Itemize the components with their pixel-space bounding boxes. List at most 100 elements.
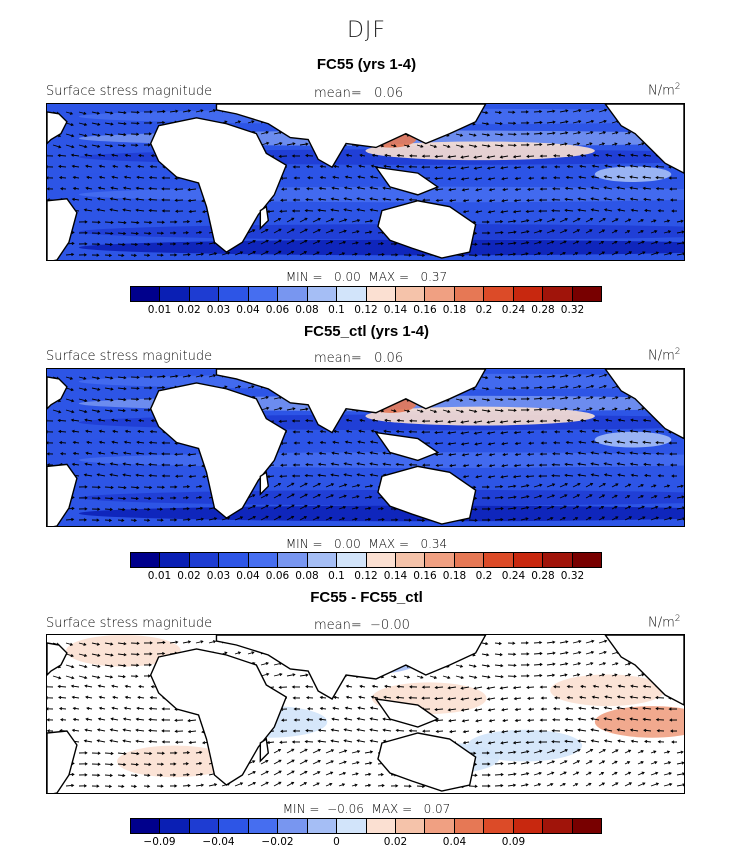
colorbar-tick-label: 0.24 bbox=[501, 570, 526, 582]
colorbar-swatch bbox=[219, 819, 249, 833]
colorbar-swatch bbox=[337, 819, 367, 833]
colorbar-swatch bbox=[425, 287, 455, 301]
panel-3-colorbar bbox=[130, 818, 602, 834]
colorbar-swatch bbox=[513, 819, 544, 833]
colorbar-swatch bbox=[160, 819, 190, 833]
colorbar-tick-label: 0.04 bbox=[442, 836, 467, 848]
colorbar-swatch bbox=[543, 553, 573, 567]
panel-1-minmax: MIN = 0.00 MAX = 0.37 bbox=[285, 270, 448, 284]
colorbar-swatch bbox=[454, 287, 485, 301]
panel-3-colorbar-ticks: −0.09 −0.04 −0.02 0 0.02 0.04 0.09 bbox=[130, 836, 602, 850]
colorbar-tick-label: 0.08 bbox=[295, 570, 319, 582]
colorbar-swatch bbox=[219, 553, 249, 567]
colorbar-swatch bbox=[278, 819, 308, 833]
colorbar-swatch bbox=[337, 287, 367, 301]
colorbar-swatch bbox=[131, 553, 161, 567]
colorbar-tick-label: 0.04 bbox=[236, 304, 260, 316]
figure-title: DJF bbox=[346, 18, 387, 43]
panel-3-units: N/m2 bbox=[648, 614, 681, 631]
panel-3-field-label: Surface stress magnitude bbox=[46, 616, 213, 631]
colorbar-swatch bbox=[572, 819, 601, 833]
colorbar-swatch bbox=[248, 819, 279, 833]
colorbar-tick-label: 0.28 bbox=[531, 304, 555, 316]
colorbar-swatch bbox=[425, 553, 455, 567]
colorbar-tick-label: 0.01 bbox=[147, 570, 172, 582]
colorbar-tick-label: 0.09 bbox=[501, 836, 526, 848]
colorbar-swatch bbox=[160, 287, 190, 301]
colorbar-tick-label: 0.06 bbox=[265, 304, 290, 316]
colorbar-tick-label: 0.2 bbox=[475, 304, 493, 316]
colorbar-tick-label: 0.12 bbox=[354, 304, 378, 316]
colorbar-tick-label: 0.02 bbox=[383, 836, 408, 848]
map-canvas bbox=[47, 635, 684, 793]
panel-2-mean: mean= 0.06 bbox=[314, 351, 404, 366]
colorbar-swatch bbox=[454, 819, 485, 833]
colorbar-swatch bbox=[484, 287, 514, 301]
colorbar-tick-label: 0.32 bbox=[560, 570, 585, 582]
colorbar-tick-label: 0.14 bbox=[383, 570, 408, 582]
colorbar-swatch bbox=[366, 553, 396, 567]
colorbar-swatch bbox=[425, 819, 455, 833]
panel-1-field-label: Surface stress magnitude bbox=[46, 84, 213, 99]
panel-2-units: N/m2 bbox=[648, 347, 681, 364]
colorbar-swatch bbox=[131, 287, 161, 301]
colorbar-tick-label: 0.16 bbox=[413, 304, 437, 316]
colorbar-tick-label: 0.04 bbox=[236, 570, 260, 582]
panel-1-colorbar-ticks: 0.01 0.02 0.03 0.04 0.06 0.08 0.1 0.12 0.14 0.16 0… bbox=[130, 304, 602, 318]
colorbar-swatch bbox=[307, 553, 338, 567]
panel-1-mean: mean= 0.06 bbox=[314, 86, 404, 101]
colorbar-tick-label: 0.1 bbox=[328, 304, 345, 316]
panel-1-title: FC55 (yrs 1-4) bbox=[316, 56, 417, 73]
colorbar-tick-label: 0.32 bbox=[560, 304, 585, 316]
colorbar-swatch bbox=[337, 553, 367, 567]
panel-2-map bbox=[46, 368, 685, 527]
colorbar-swatch bbox=[454, 553, 485, 567]
panel-3-mean: mean= −0.00 bbox=[314, 618, 410, 633]
colorbar-swatch bbox=[513, 553, 544, 567]
panel-3-title: FC55 - FC55_ctl bbox=[310, 589, 423, 606]
colorbar-swatch bbox=[189, 553, 220, 567]
colorbar-tick-label: 0.01 bbox=[147, 304, 172, 316]
colorbar-tick-label: 0.2 bbox=[475, 570, 493, 582]
panel-2-minmax: MIN = 0.00 MAX = 0.34 bbox=[285, 537, 448, 551]
colorbar-swatch bbox=[248, 287, 279, 301]
colorbar-swatch bbox=[484, 819, 514, 833]
colorbar-swatch bbox=[219, 287, 249, 301]
colorbar-swatch bbox=[572, 287, 601, 301]
map-canvas bbox=[47, 369, 684, 526]
colorbar-swatch bbox=[395, 819, 426, 833]
panel-1-colorbar bbox=[130, 286, 602, 302]
colorbar-tick-label: −0.04 bbox=[202, 836, 235, 848]
colorbar-swatch bbox=[366, 819, 396, 833]
map-canvas bbox=[47, 104, 684, 260]
colorbar-swatch bbox=[395, 553, 426, 567]
colorbar-tick-label: 0.1 bbox=[328, 570, 345, 582]
colorbar-tick-label: 0.28 bbox=[531, 570, 555, 582]
colorbar-tick-label: 0.02 bbox=[177, 304, 201, 316]
panel-2-colorbar bbox=[130, 552, 602, 568]
colorbar-tick-label: 0.08 bbox=[295, 304, 319, 316]
colorbar-swatch bbox=[543, 287, 573, 301]
colorbar-swatch bbox=[366, 287, 396, 301]
colorbar-tick-label: 0.24 bbox=[501, 304, 526, 316]
colorbar-swatch bbox=[307, 819, 338, 833]
colorbar-swatch bbox=[513, 287, 544, 301]
colorbar-tick-label: 0.03 bbox=[206, 304, 231, 316]
colorbar-tick-label: 0.14 bbox=[383, 304, 408, 316]
colorbar-tick-label: 0.18 bbox=[442, 570, 467, 582]
colorbar-swatch bbox=[307, 287, 338, 301]
colorbar-swatch bbox=[543, 819, 573, 833]
panel-2-title: FC55_ctl (yrs 1-4) bbox=[303, 323, 430, 340]
colorbar-swatch bbox=[160, 553, 190, 567]
colorbar-swatch bbox=[395, 287, 426, 301]
colorbar-tick-label: 0 bbox=[333, 836, 340, 848]
panel-3-map bbox=[46, 634, 685, 794]
colorbar-tick-label: 0.18 bbox=[442, 304, 467, 316]
panel-1-map bbox=[46, 103, 685, 261]
colorbar-tick-label: 0.02 bbox=[177, 570, 201, 582]
colorbar-tick-label: 0.06 bbox=[265, 570, 290, 582]
colorbar-tick-label: 0.03 bbox=[206, 570, 231, 582]
colorbar-tick-label: −0.02 bbox=[261, 836, 294, 848]
colorbar-swatch bbox=[572, 553, 601, 567]
colorbar-tick-label: 0.12 bbox=[354, 570, 378, 582]
